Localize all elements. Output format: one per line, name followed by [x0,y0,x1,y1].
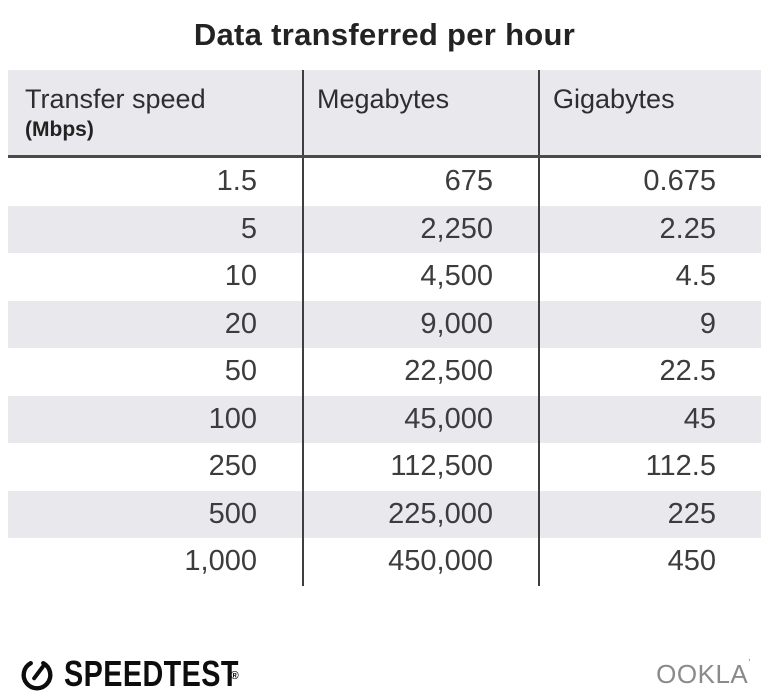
table-cell: 45 [538,395,761,443]
table-row: 1.5 675 0.675 [8,158,761,206]
table-cell: 4.5 [538,253,761,301]
table-cell: 450,000 [302,538,538,586]
col-header-mbps-unit: (Mbps) [25,118,94,141]
table-row: 500 225,000 225 [8,490,761,538]
table-row: 50 22,500 22.5 [8,348,761,396]
table-header-row: Transfer speed (Mbps) Megabytes Gigabyte… [8,70,761,158]
table-cell: 22,500 [302,348,538,396]
registered-trademark-mark: ® [230,670,239,682]
table-cell: 450 [538,538,761,586]
table-cell: 9 [538,300,761,348]
table-cell: 100 [208,402,257,435]
ookla-trademark-mark: ’ [748,657,751,669]
data-table: Transfer speed (Mbps) Megabytes Gigabyte… [8,70,761,586]
table-cell: 250 [208,450,257,482]
table-cell: 225 [538,490,761,538]
col-header-transfer-speed: Transfer speed (Mbps) [8,70,302,155]
ookla-wordmark: OOKLA [656,658,749,689]
table-cell: 50 [224,355,257,387]
table-cell: 225,000 [302,490,538,538]
table-cell: 5 [240,212,257,245]
table-cell: 9,000 [302,300,538,348]
table-cell: 112,500 [302,443,538,491]
table-cell: 500 [208,497,257,530]
table-row: 1,000 450,000 450 [8,538,761,586]
table-row: 5 2,250 2.25 [8,205,761,253]
table-cell: 2.25 [538,205,761,253]
table-cell: 675 [302,158,538,206]
col-header-gigabytes: Gigabytes [538,70,761,155]
speedtest-logo: SPEEDTEST ® [18,653,291,695]
table-cell: 4,500 [302,253,538,301]
speedtest-gauge-icon [21,661,53,691]
table-row: 100 45,000 45 [8,395,761,443]
table-cell: 20 [224,307,257,340]
table-cell: 0.675 [538,158,761,206]
table-cell: 112.5 [538,443,761,491]
table-row: 20 9,000 9 [8,300,761,348]
table-cell: 10 [224,260,257,292]
table-cell: 2,250 [302,205,538,253]
col-header-megabytes: Megabytes [302,70,538,155]
ookla-logo: OOKLA’ [656,657,751,690]
speedtest-wordmark: SPEEDTEST [64,653,239,694]
table-cell: 45,000 [302,395,538,443]
table-cell: 1,000 [184,545,257,577]
table-body: 1.5 675 0.675 5 2,250 2.25 10 4,500 4.5 20 9,000 9 5… [8,158,761,586]
page-title: Data transferred per hour [193,17,576,52]
table-cell: 1.5 [216,165,257,197]
table-cell: 22.5 [538,348,761,396]
col-header-transfer-speed-label: Transfer speed [25,84,206,114]
table-row: 10 4,500 4.5 [8,253,761,301]
table-row: 250 112,500 112.5 [8,443,761,491]
footer: SPEEDTEST ® OOKLA’ [0,650,769,698]
